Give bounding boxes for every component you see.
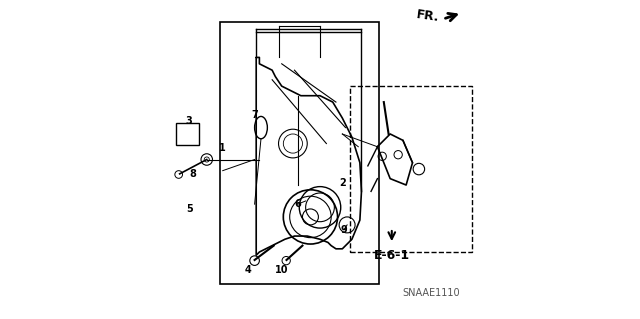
Text: 5: 5	[186, 204, 193, 214]
Bar	[350, 86, 472, 252]
Text: 6: 6	[294, 199, 301, 209]
Text: 4: 4	[245, 264, 252, 275]
Text: 3: 3	[186, 116, 193, 126]
Text: 1: 1	[220, 143, 226, 153]
Text: E-6-1: E-6-1	[374, 249, 410, 262]
Text: 9: 9	[340, 225, 348, 235]
Text: 7: 7	[252, 110, 258, 120]
Text: FR.: FR.	[416, 9, 440, 25]
Text: SNAAE1110: SNAAE1110	[403, 288, 460, 299]
Text: 10: 10	[275, 264, 289, 275]
Bar	[220, 22, 379, 284]
Text: 2: 2	[339, 178, 346, 189]
Text: 8: 8	[189, 169, 196, 179]
